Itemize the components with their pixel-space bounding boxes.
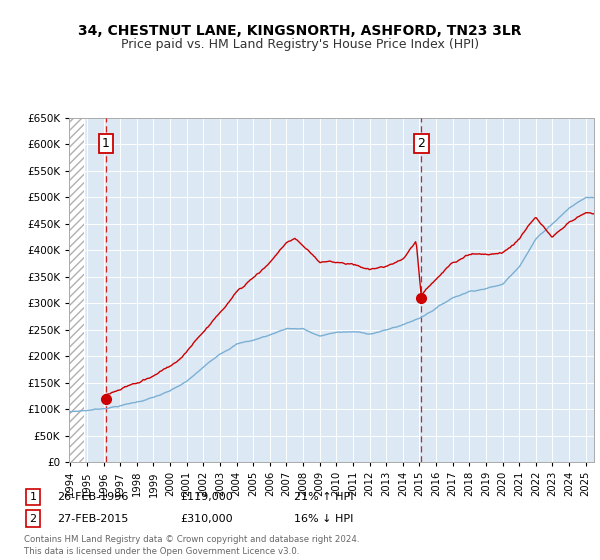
Bar bbox=[69, 118, 85, 462]
Text: 27-FEB-2015: 27-FEB-2015 bbox=[57, 514, 128, 524]
Text: Price paid vs. HM Land Registry's House Price Index (HPI): Price paid vs. HM Land Registry's House … bbox=[121, 38, 479, 51]
Text: 16% ↓ HPI: 16% ↓ HPI bbox=[294, 514, 353, 524]
Text: 34, CHESTNUT LANE, KINGSNORTH, ASHFORD, TN23 3LR: 34, CHESTNUT LANE, KINGSNORTH, ASHFORD, … bbox=[78, 24, 522, 38]
Text: 2: 2 bbox=[418, 137, 425, 150]
Text: £310,000: £310,000 bbox=[180, 514, 233, 524]
Bar bbox=[69, 118, 85, 462]
Text: 2: 2 bbox=[29, 514, 37, 524]
Text: 1: 1 bbox=[29, 492, 37, 502]
Text: Contains HM Land Registry data © Crown copyright and database right 2024.: Contains HM Land Registry data © Crown c… bbox=[24, 535, 359, 544]
Text: 21% ↑ HPI: 21% ↑ HPI bbox=[294, 492, 353, 502]
Text: £119,000: £119,000 bbox=[180, 492, 233, 502]
Text: 26-FEB-1996: 26-FEB-1996 bbox=[57, 492, 128, 502]
Text: This data is licensed under the Open Government Licence v3.0.: This data is licensed under the Open Gov… bbox=[24, 547, 299, 556]
Text: 1: 1 bbox=[101, 137, 110, 150]
